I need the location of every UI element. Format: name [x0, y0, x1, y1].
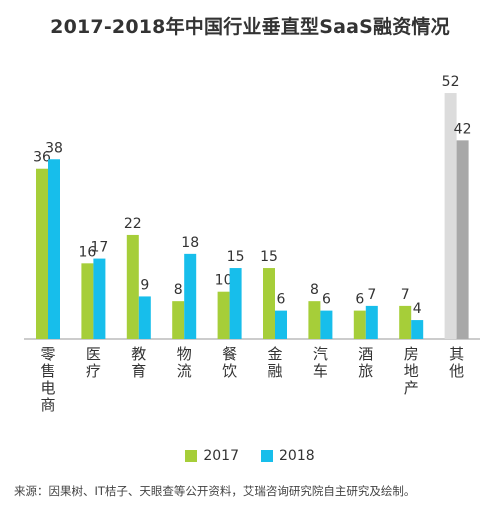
value-label-2018-2: 17	[90, 240, 108, 256]
category-label-1-char-3: 电	[40, 379, 55, 397]
value-label-2018-6: 6	[277, 292, 286, 308]
value-label-2017-10: 52	[442, 74, 460, 90]
bar-2017-10	[444, 93, 457, 339]
category-label-10-char-2: 他	[449, 362, 464, 380]
value-label-2017-8: 6	[355, 292, 364, 308]
value-label-2018-8: 7	[367, 287, 376, 303]
bar-2017-3	[126, 234, 139, 339]
category-label-8-char-1: 酒	[358, 345, 373, 363]
category-label-8-char-2: 旅	[358, 362, 373, 380]
legend-swatch-2017	[185, 450, 198, 462]
category-label-1-char-4: 商	[40, 396, 55, 414]
bar-2018-7	[320, 310, 333, 339]
bar-2018-5	[229, 268, 242, 339]
category-label-2-char-1: 医	[86, 345, 101, 363]
category-label-9-char-2: 地	[404, 362, 419, 380]
bar-2018-6	[275, 310, 287, 339]
category-label-4-char-2: 流	[177, 362, 192, 380]
value-label-2018-10: 42	[454, 121, 472, 137]
legend: 2017 2018	[0, 448, 500, 464]
value-label-2017-5: 10	[215, 273, 233, 289]
category-label-5-char-2: 饮	[222, 362, 237, 380]
category-label-9-char-1: 房	[404, 345, 419, 363]
bar-2018-2	[93, 258, 106, 339]
category-label-1-char-1: 零	[40, 345, 55, 363]
category-label-2-char-2: 疗	[86, 362, 101, 380]
category-label-6-char-2: 融	[267, 362, 282, 380]
value-label-2018-1: 38	[45, 140, 63, 156]
bar-2018-1	[48, 159, 60, 339]
category-label-7-char-2: 车	[313, 362, 328, 380]
bar-2017-8	[353, 310, 366, 339]
category-label-10-char-1: 其	[449, 345, 464, 363]
bar-2018-4	[184, 253, 197, 339]
bar-2018-3	[138, 296, 151, 339]
value-label-2017-4: 8	[174, 282, 183, 298]
bar-2017-5	[217, 291, 230, 339]
value-label-2017-1: 36	[33, 150, 51, 166]
category-label-7-char-1: 汽	[313, 345, 328, 363]
category-label-6-char-1: 金	[267, 345, 282, 363]
category-label-4-char-1: 物	[177, 345, 192, 363]
legend-item-2017: 2017	[185, 448, 239, 464]
bar-2018-10	[456, 140, 469, 339]
bar-2017-7	[308, 301, 321, 339]
chart-title: 2017-2018年中国行业垂直型SaaS融资情况	[50, 16, 450, 38]
value-label-2017-7: 8	[310, 282, 319, 298]
category-label-3-char-1: 教	[131, 345, 146, 363]
value-label-2018-9: 4	[413, 301, 422, 317]
bar-2017-1	[36, 168, 48, 339]
category-label-5-char-1: 餐	[222, 345, 237, 363]
legend-label-2017: 2017	[203, 448, 239, 464]
value-label-2017-3: 22	[124, 216, 142, 232]
bar-2018-9	[411, 320, 424, 339]
category-label-9-char-3: 产	[404, 379, 419, 397]
bar-2018-8	[365, 305, 378, 339]
value-label-2018-7: 6	[322, 292, 331, 308]
bar-2017-2	[81, 263, 94, 339]
bar-2017-6	[263, 268, 275, 339]
value-label-2017-9: 7	[401, 287, 410, 303]
legend-item-2018: 2018	[261, 448, 315, 464]
category-label-1-char-2: 售	[40, 362, 55, 380]
value-label-2017-6: 15	[260, 249, 278, 265]
source-note: 来源：因果树、IT桔子、天眼查等公开资料，艾瑞咨询研究院自主研究及绘制。	[14, 484, 416, 498]
legend-label-2018: 2018	[279, 448, 315, 464]
value-label-2018-4: 18	[181, 235, 199, 251]
legend-swatch-2018	[261, 450, 273, 462]
value-label-2018-5: 15	[227, 249, 245, 265]
category-label-3-char-2: 育	[131, 362, 146, 380]
value-label-2018-3: 9	[140, 277, 149, 293]
value-label-2017-2: 16	[78, 244, 96, 260]
bar-2017-9	[399, 305, 412, 339]
bar-2017-4	[172, 301, 185, 339]
